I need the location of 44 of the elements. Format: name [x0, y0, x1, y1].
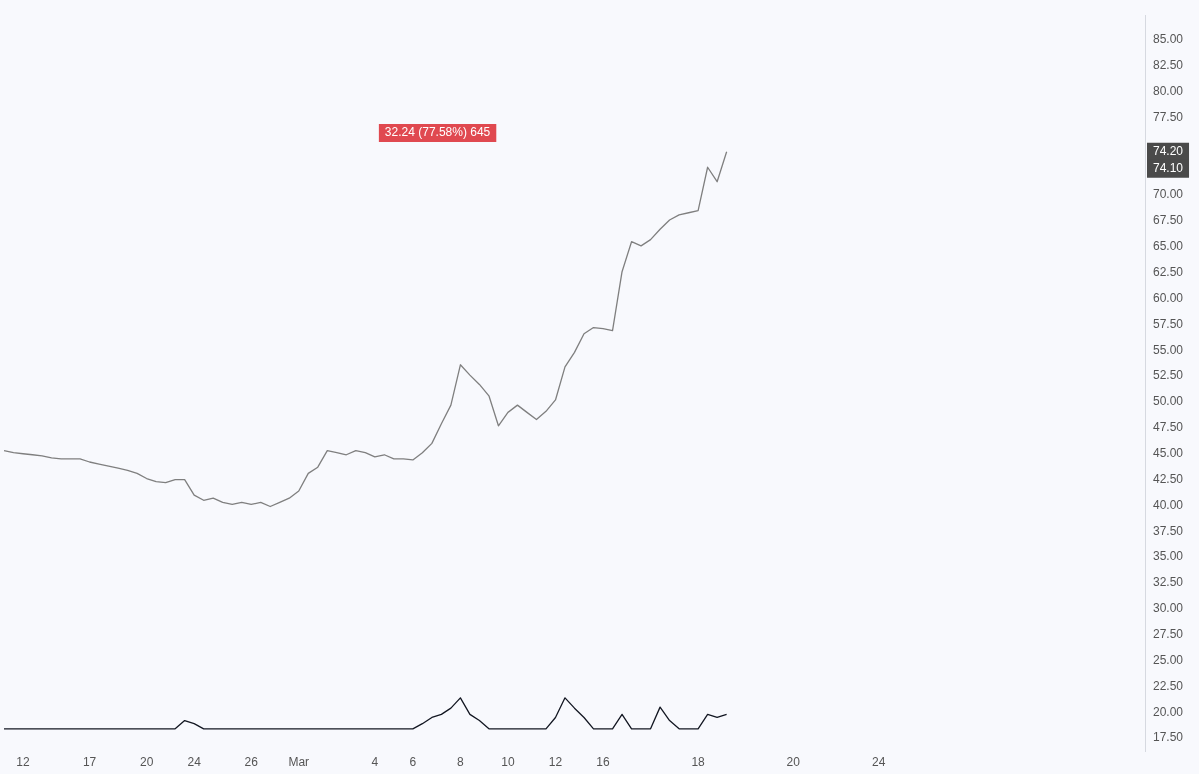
y-tick-label: 47.50 — [1153, 420, 1184, 435]
y-tick-label: 17.50 — [1153, 730, 1184, 745]
y-tick-label: 35.00 — [1153, 549, 1184, 564]
x-tick-label: 6 — [409, 755, 417, 770]
x-tick-label: 12 — [16, 755, 31, 770]
y-tick-label: 57.50 — [1153, 316, 1184, 331]
y-tick-label: 45.00 — [1153, 446, 1184, 461]
y-tick-label: 42.50 — [1153, 471, 1184, 486]
y-tick-label: 67.50 — [1153, 213, 1184, 228]
text: 74.10 — [1153, 161, 1184, 176]
y-tick-label: 77.50 — [1153, 109, 1184, 124]
y-tick-label: 52.50 — [1153, 368, 1184, 383]
x-tick-label: 20 — [139, 755, 154, 770]
y-tick-label: 32.50 — [1153, 575, 1184, 590]
x-tick-label: 20 — [786, 755, 801, 770]
y-tick-label: 70.00 — [1153, 187, 1184, 202]
y-tick-label: 30.00 — [1153, 601, 1184, 616]
y-tick-label: 25.00 — [1153, 652, 1184, 667]
x-tick-label: Mar — [288, 755, 310, 770]
x-tick-label: 10 — [501, 755, 515, 770]
x-tick-label: 17 — [82, 755, 97, 770]
x-tick-label: 4 — [371, 755, 379, 770]
x-tick-label: 8 — [457, 755, 465, 770]
annotation: 74.20 — [1153, 144, 1184, 159]
y-tick-label: 65.00 — [1153, 239, 1184, 254]
y-tick-label: 60.00 — [1153, 290, 1184, 305]
y-tick-label: 20.00 — [1153, 704, 1184, 719]
y-tick-label: 37.50 — [1153, 523, 1184, 538]
y-tick-label: 80.00 — [1153, 84, 1184, 99]
y-tick-label: 85.00 — [1153, 32, 1184, 47]
y-tick-label: 62.50 — [1153, 265, 1184, 280]
x-tick-label: 24 — [872, 755, 886, 770]
x-tick-label: 24 — [187, 755, 202, 770]
y-tick-label: 22.50 — [1153, 678, 1184, 693]
x-tick-label: 18 — [691, 755, 706, 770]
y-tick-label: 55.00 — [1153, 342, 1184, 357]
y-tick-label: 50.00 — [1153, 394, 1184, 409]
x-tick-label: 12 — [548, 755, 563, 770]
y-tick-label: 82.50 — [1153, 58, 1184, 73]
y-tick-label: 40.00 — [1153, 497, 1184, 512]
annotation: 32.24 (77.58%) 645 — [384, 125, 491, 140]
y-tick-label: 27.50 — [1153, 627, 1184, 642]
x-tick-label: 26 — [244, 755, 259, 770]
x-tick-label: 16 — [596, 755, 611, 770]
